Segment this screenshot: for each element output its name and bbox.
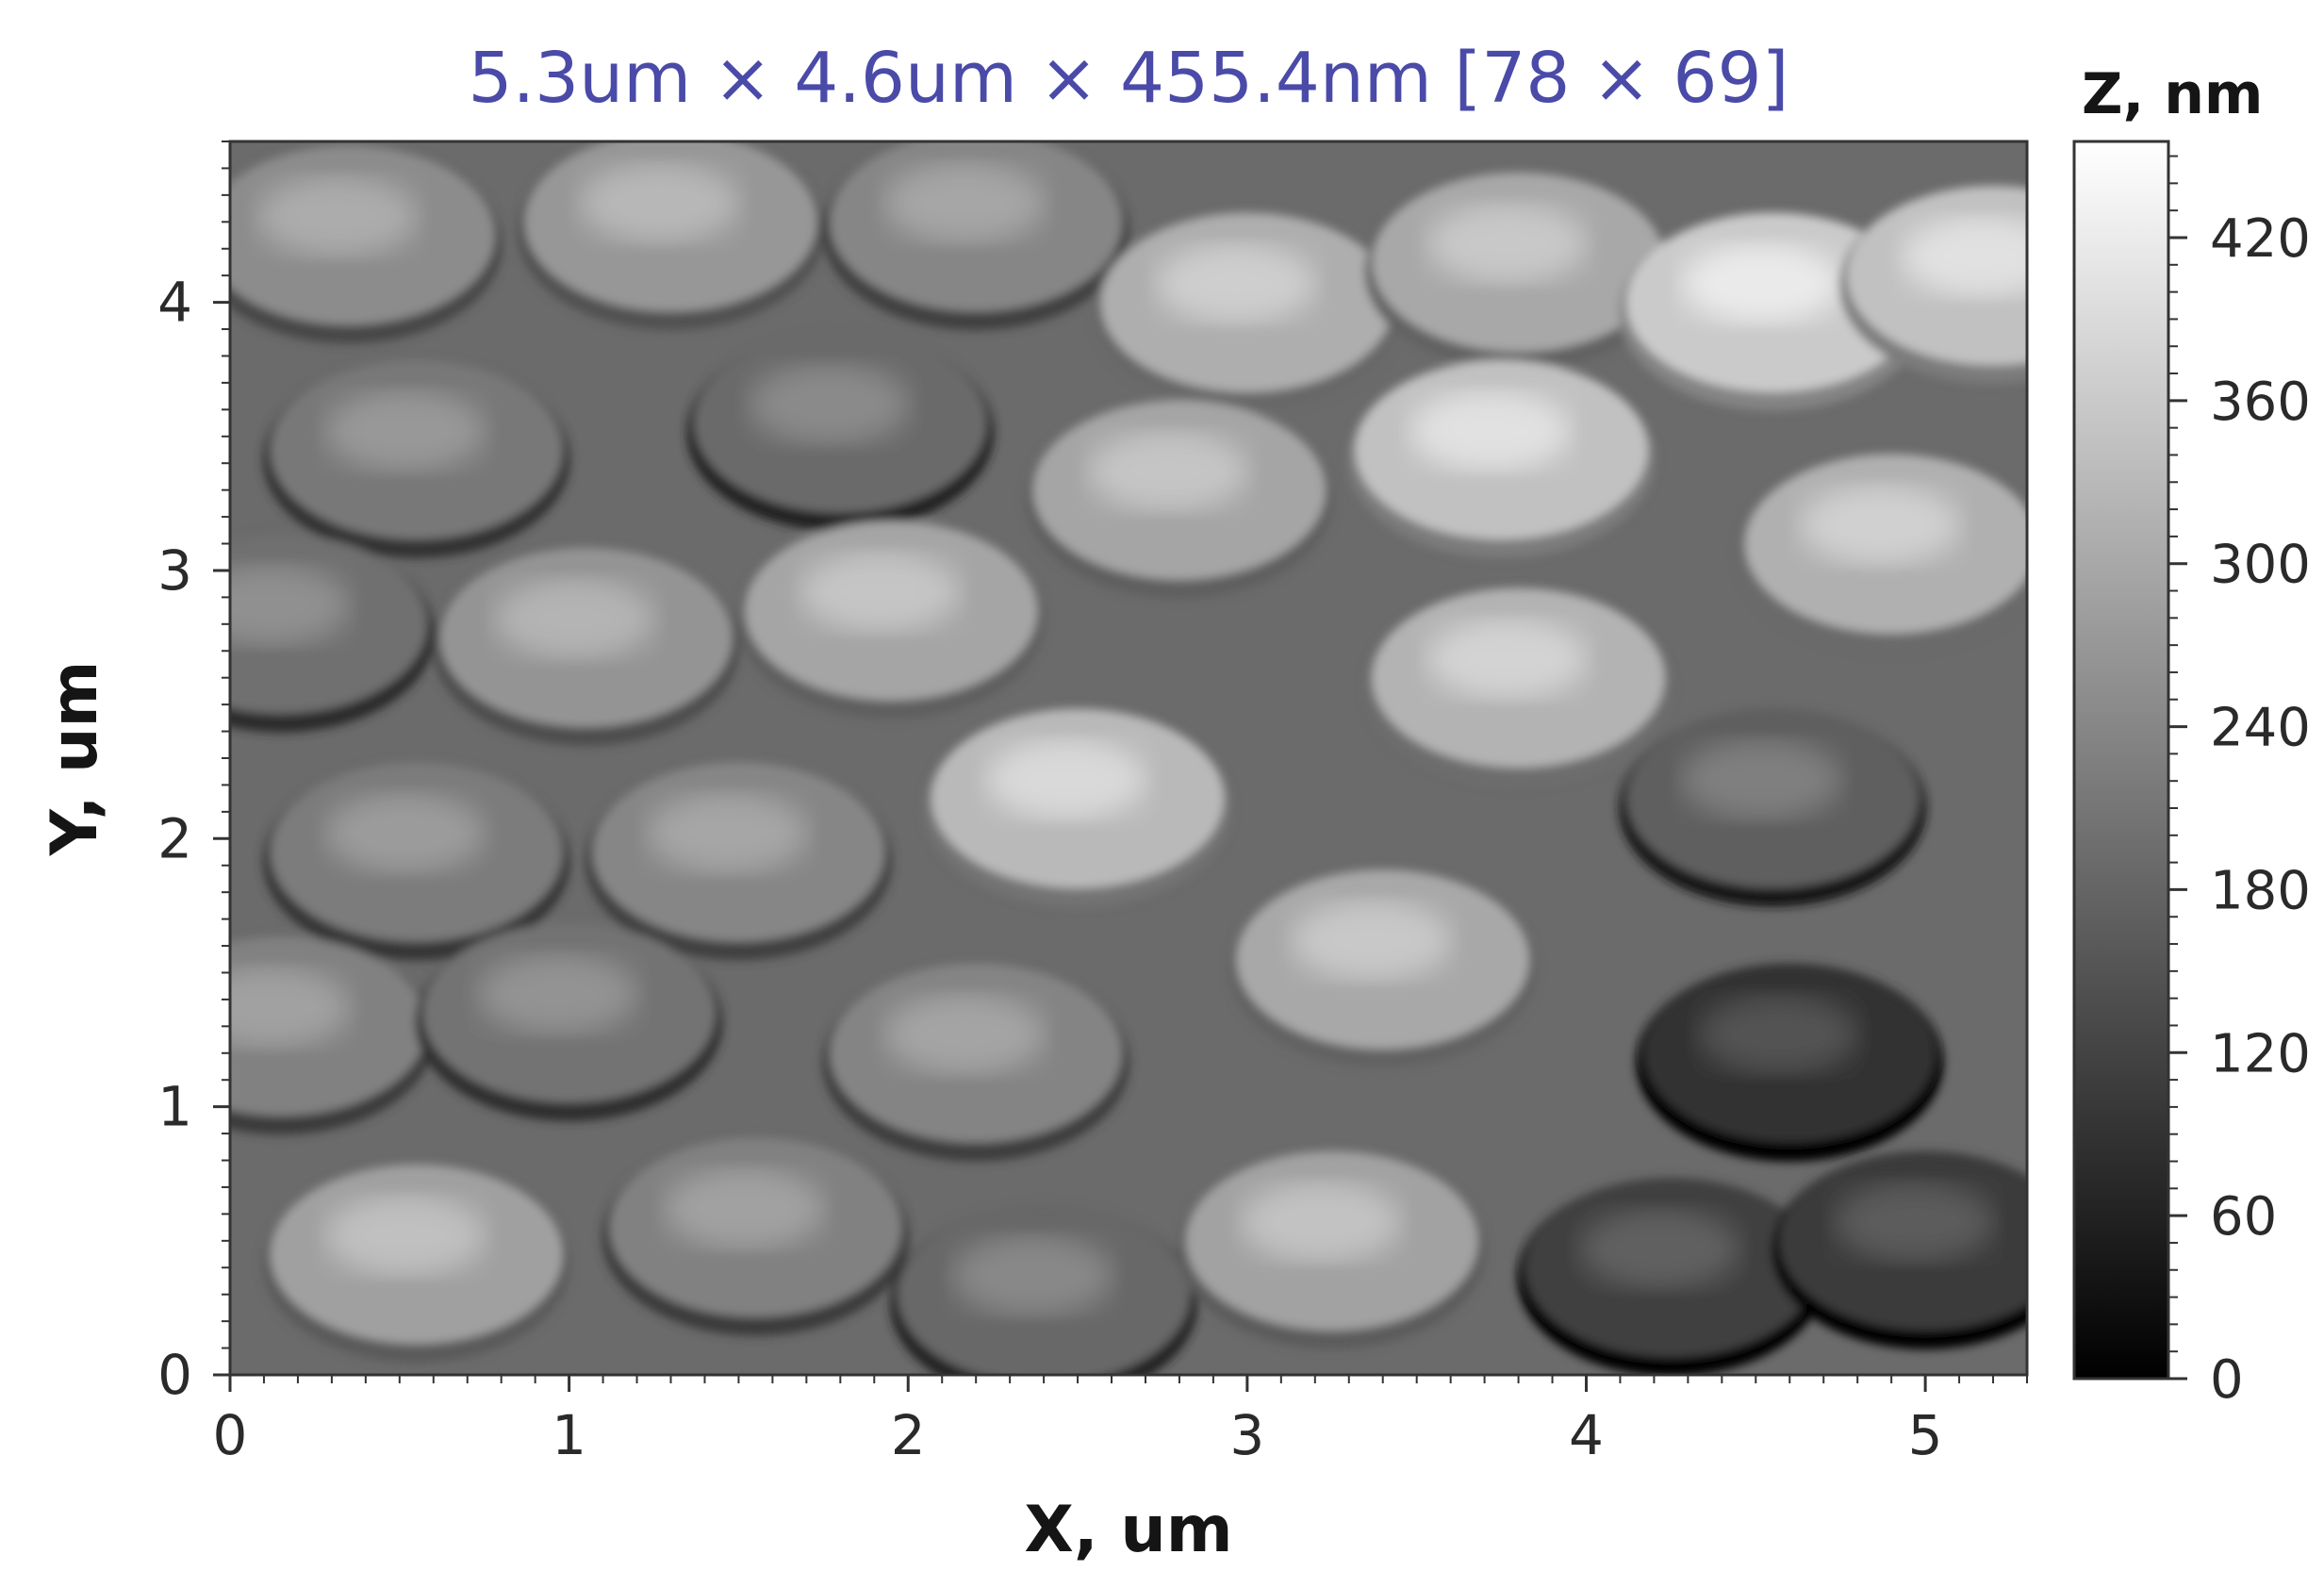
colorbar-ticks: 0 60 120 180 240 300 360 420 [2168,155,2311,1411]
x-tick-label: 1 [552,1403,586,1467]
x-tick-label: 5 [1908,1403,1943,1467]
grain-1 [517,141,825,331]
chart-title: 5.3um × 4.6um × 455.4nm [78 × 69] [469,38,1789,119]
y-axis-label: Y, um [38,661,112,857]
grain-8 [686,333,995,532]
grain-4 [1364,172,1673,371]
colorbar-label: Z, nm [2082,61,2263,127]
colorbar: 0 60 120 180 240 300 360 420 Z, nm [2072,61,2311,1411]
x-tick-label: 3 [1229,1403,1264,1467]
grain-14 [737,521,1046,719]
grain-24 [262,1165,570,1364]
grain-17 [585,762,893,961]
grain-27 [1178,1150,1486,1349]
y-tick-label: 2 [157,806,192,870]
grain-3 [1093,212,1401,411]
grain-25 [602,1137,910,1336]
grain-29 [1772,1150,2027,1349]
colorbar-tick-label: 60 [2210,1186,2277,1248]
colorbar-gradient [2072,140,2170,1381]
y-tick-label: 0 [157,1343,192,1407]
grain-13 [432,548,740,747]
grain-19 [1619,708,1927,907]
y-tick-label: 4 [157,271,192,335]
grain-16 [262,762,570,961]
grain-26 [890,1204,1198,1375]
y-tick-label: 1 [157,1075,192,1139]
grain-15 [1364,587,1673,786]
colorbar-tick-label: 240 [2210,698,2311,759]
grain-22 [822,963,1130,1162]
grain-10 [1347,360,1656,558]
grain-18 [924,708,1232,907]
x-tick-label: 0 [213,1403,248,1467]
colorbar-tick-label: 0 [2210,1349,2244,1411]
colorbar-tick-label: 360 [2210,372,2311,433]
colorbar-tick-label: 120 [2210,1023,2311,1084]
grain-11 [1738,454,2027,653]
colorbar-tick-label: 420 [2210,208,2311,270]
grain-12 [230,534,435,733]
grain-6 [1839,186,2027,385]
grain-28 [1517,1178,1825,1375]
colorbar-tick-label: 300 [2210,535,2311,596]
surface-features [230,141,2027,1375]
grain-23 [1228,869,1537,1068]
y-axis: 0 1 2 3 4 [157,141,232,1407]
grain-7 [262,360,570,558]
x-axis-label: X, um [1024,1493,1232,1567]
grain-20 [230,936,435,1135]
grain-21 [415,923,723,1122]
x-axis: 0 1 2 3 4 5 [213,1373,2028,1467]
plot-area [228,140,2029,1377]
grain-30 [1636,963,1944,1162]
grain-2 [822,141,1130,331]
y-tick-label: 3 [157,538,192,603]
colorbar-tick-label: 180 [2210,860,2311,921]
grain-9 [1025,400,1333,599]
grain-0 [230,145,503,344]
x-tick-label: 4 [1569,1403,1604,1467]
x-tick-label: 2 [891,1403,926,1467]
